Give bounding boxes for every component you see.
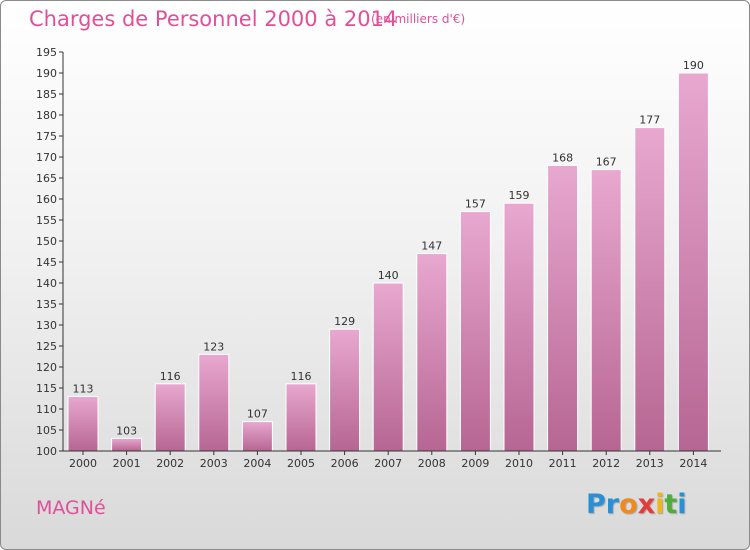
bar-2005 — [285, 383, 317, 452]
chart-subtitle: (en milliers d'€) — [371, 12, 466, 26]
logo-letter: P — [586, 489, 606, 520]
x-tick-label-2010: 2010 — [505, 457, 533, 470]
bar-2011 — [547, 164, 579, 452]
bar-2010 — [503, 202, 535, 452]
data-label-2002: 116 — [160, 370, 181, 383]
bar-2007 — [372, 282, 404, 452]
data-label-2006: 129 — [334, 315, 355, 328]
y-tick-label: 120 — [36, 361, 57, 374]
y-axis: 100 105 110 115 120 125 130 135 140 145 150 155 160 1… — [36, 46, 64, 458]
logo-letter: o — [619, 489, 638, 520]
data-label-2007: 140 — [378, 269, 399, 282]
y-tick-label: 155 — [36, 214, 57, 227]
y-tick-label: 100 — [36, 445, 57, 458]
data-label-2012: 167 — [596, 156, 617, 169]
data-label-2004: 107 — [247, 408, 268, 421]
logo-letter: i — [677, 489, 687, 520]
y-tick-label: 145 — [36, 256, 57, 269]
x-tick-label-2001: 2001 — [113, 457, 141, 470]
y-tick-label: 195 — [36, 46, 57, 59]
x-tick-label-2003: 2003 — [200, 457, 228, 470]
bar-2003 — [198, 353, 230, 452]
x-tick-label-2005: 2005 — [287, 457, 315, 470]
y-tick-label: 170 — [36, 151, 57, 164]
x-tick-label-2013: 2013 — [636, 457, 664, 470]
x-axis: 2000 2001 2002 2003 2004 2005 2006 2007 2008 2009… — [63, 450, 721, 470]
logo-letter: r — [605, 489, 620, 520]
commune-name: MAGNé — [36, 497, 106, 519]
x-tick-label-2002: 2002 — [156, 457, 184, 470]
y-tick-label: 190 — [36, 67, 57, 80]
bar-2008 — [416, 253, 448, 452]
logo-letter: i — [655, 489, 665, 520]
data-label-2014: 190 — [683, 59, 704, 72]
data-label-2010: 159 — [509, 189, 530, 202]
data-label-2001: 103 — [116, 424, 137, 437]
y-tick-label: 185 — [36, 88, 57, 101]
bar-2009 — [459, 211, 491, 452]
x-tick-label-2008: 2008 — [418, 457, 446, 470]
logo-letter: x — [637, 489, 656, 520]
y-tick-label: 165 — [36, 172, 57, 185]
bars: 113 103 116 123 107 116 129 140 147 157 159 168 167 1… — [67, 59, 709, 452]
x-tick-label-2014: 2014 — [679, 457, 707, 470]
data-label-2005: 116 — [291, 370, 312, 383]
data-label-2009: 157 — [465, 198, 486, 211]
data-label-2011: 168 — [552, 151, 573, 164]
logo-letter: t — [664, 489, 678, 520]
data-label-2003: 123 — [203, 340, 224, 353]
x-tick-label-2007: 2007 — [374, 457, 402, 470]
y-tick-label: 125 — [36, 340, 57, 353]
proxiti-logo[interactable]: Proxiti — [586, 489, 687, 520]
data-label-2013: 177 — [639, 114, 660, 127]
x-tick-label-2000: 2000 — [69, 457, 97, 470]
y-tick-label: 175 — [36, 130, 57, 143]
y-tick-label: 110 — [36, 403, 57, 416]
x-tick-label-2009: 2009 — [461, 457, 489, 470]
y-tick-label: 180 — [36, 109, 57, 122]
y-tick-label: 115 — [36, 382, 57, 395]
x-tick-label-2012: 2012 — [592, 457, 620, 470]
bar-2013 — [634, 127, 666, 452]
chart-title: Charges de Personnel 2000 à 2014 — [29, 7, 398, 31]
x-tick-label-2006: 2006 — [331, 457, 359, 470]
y-tick-label: 140 — [36, 277, 57, 290]
bar-2000 — [67, 395, 99, 452]
x-tick-label-2004: 2004 — [243, 457, 271, 470]
y-tick-label: 135 — [36, 298, 57, 311]
bar-2012 — [590, 169, 622, 452]
bar-2002 — [154, 383, 186, 452]
bar-2014 — [677, 72, 709, 452]
y-tick-label: 130 — [36, 319, 57, 332]
data-label-2000: 113 — [73, 382, 94, 395]
bar-2004 — [241, 421, 273, 452]
y-tick-label: 160 — [36, 193, 57, 206]
y-tick-label: 105 — [36, 424, 57, 437]
data-label-2008: 147 — [421, 240, 442, 253]
y-tick-label: 150 — [36, 235, 57, 248]
bar-2001 — [111, 437, 143, 452]
bar-2006 — [329, 328, 361, 452]
x-tick-label-2011: 2011 — [549, 457, 577, 470]
